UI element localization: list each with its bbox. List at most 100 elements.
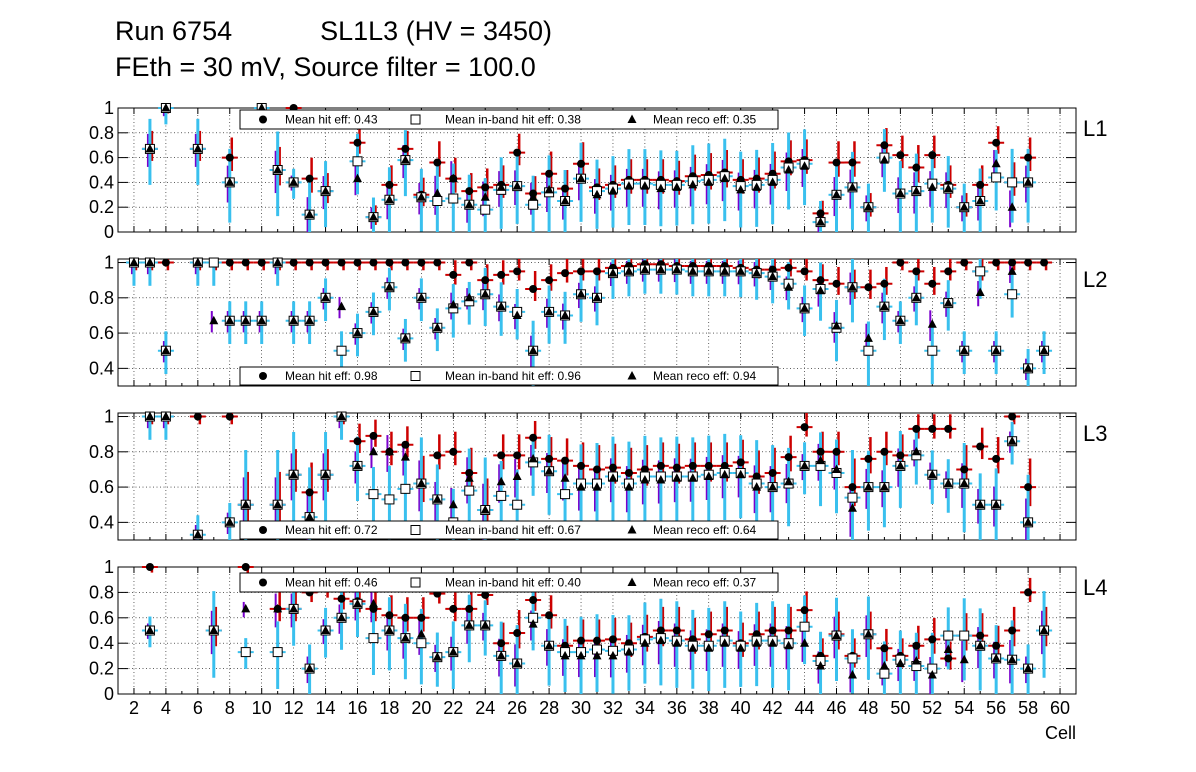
legend-hit-marker xyxy=(259,115,267,124)
inband-point xyxy=(1007,289,1018,300)
hit-point xyxy=(800,423,809,432)
inband-point xyxy=(240,647,251,658)
inband-point xyxy=(863,345,874,356)
legend-hit-text: Mean hit eff: 0.43 xyxy=(285,113,378,127)
legend-box xyxy=(239,109,779,130)
inband-point xyxy=(464,485,475,496)
hit-point xyxy=(912,163,921,172)
inband-point xyxy=(927,345,938,356)
chart-subtitle: FEth = 30 mV, Source filter = 100.0 xyxy=(115,52,536,82)
reco-point xyxy=(416,478,426,488)
hit-point xyxy=(497,451,506,460)
reco-point xyxy=(784,476,794,486)
reco-point xyxy=(975,287,985,297)
x-tick-label: 4 xyxy=(161,698,171,718)
panel-label: L4 xyxy=(1083,575,1107,600)
hit-point xyxy=(193,412,202,421)
hit-point xyxy=(465,187,474,196)
x-tick-label: 40 xyxy=(731,698,751,718)
hit-point xyxy=(577,159,586,168)
inband-point xyxy=(208,257,219,268)
reco-point xyxy=(991,158,1001,168)
y-tick-label: 0 xyxy=(104,684,114,704)
x-tick-label: 8 xyxy=(225,698,235,718)
x-tick-label: 50 xyxy=(890,698,910,718)
legend-box xyxy=(239,366,779,386)
y-tick-label: 0.4 xyxy=(89,358,114,378)
reco-point xyxy=(305,512,315,521)
reco-point xyxy=(321,292,331,302)
reco-point xyxy=(800,303,810,312)
hit-point xyxy=(417,613,426,622)
hit-point xyxy=(976,442,985,451)
reco-point xyxy=(816,285,826,295)
panel-l2: 0.4 0.6 0.8 1 Mean hit eff: 0.98 Mean in-band… xyxy=(89,253,1107,387)
reco-point xyxy=(464,473,474,482)
x-tick-label: 6 xyxy=(193,698,203,718)
reco-point xyxy=(672,473,682,482)
x-axis-label: Cell xyxy=(1045,723,1076,743)
reco-point xyxy=(863,333,873,342)
reco-point xyxy=(720,638,730,647)
reco-point xyxy=(959,654,969,664)
legend-box xyxy=(239,572,779,593)
hit-point xyxy=(513,451,522,460)
reco-point xyxy=(321,186,331,195)
reco-point xyxy=(832,630,841,640)
hit-point xyxy=(784,453,793,462)
x-tick-label: 28 xyxy=(539,698,559,718)
reco-point xyxy=(257,103,267,112)
reco-point xyxy=(400,452,410,461)
reco-point xyxy=(1007,436,1017,445)
inband-point xyxy=(336,345,347,356)
reco-point xyxy=(975,640,985,650)
hit-point xyxy=(433,451,442,460)
reco-point xyxy=(1007,654,1017,664)
legend: Mean hit eff: 0.43 Mean in-band hit eff: … xyxy=(239,109,779,130)
reco-point xyxy=(145,143,155,153)
reco-point xyxy=(720,266,730,275)
hit-point xyxy=(257,258,266,267)
reco-point xyxy=(768,638,778,647)
legend-hit-text: Mean hit eff: 0.46 xyxy=(285,576,378,590)
x-tick-label: 32 xyxy=(603,698,623,718)
y-tick-label: 0.2 xyxy=(89,197,114,217)
reco-point xyxy=(464,292,474,302)
reco-point xyxy=(879,482,889,491)
reco-point xyxy=(895,658,905,668)
reco-point xyxy=(704,643,714,652)
hit-point xyxy=(672,626,681,635)
hit-point xyxy=(928,635,937,644)
hit-point xyxy=(720,461,729,470)
hit-point xyxy=(529,433,538,442)
reco-point xyxy=(289,177,299,186)
reco-point xyxy=(624,266,634,275)
hit-point xyxy=(433,158,442,167)
reco-point xyxy=(847,669,857,679)
reco-point xyxy=(193,143,203,153)
x-tick-label: 48 xyxy=(858,698,878,718)
hit-point xyxy=(369,431,378,440)
x-tick-label: 58 xyxy=(1018,698,1038,718)
hit-point xyxy=(944,654,953,663)
hit-point xyxy=(928,424,937,433)
legend-inband-marker xyxy=(410,114,421,125)
reco-point xyxy=(688,266,698,275)
reco-point xyxy=(496,301,506,311)
reco-point xyxy=(368,306,378,316)
legend-reco-text: Mean reco eff: 0.35 xyxy=(653,113,757,127)
reco-point xyxy=(768,482,778,491)
x-tick-label: 16 xyxy=(347,698,367,718)
hit-point xyxy=(1008,258,1017,267)
x-tick-label: 42 xyxy=(763,698,783,718)
reco-point xyxy=(784,165,794,174)
reco-point xyxy=(911,446,921,456)
reco-point xyxy=(161,411,171,421)
reco-point xyxy=(448,173,458,183)
reco-point xyxy=(384,194,394,204)
reco-point xyxy=(911,655,921,665)
reco-point xyxy=(273,603,283,613)
hit-point xyxy=(816,276,825,285)
x-tick-label: 34 xyxy=(635,698,655,718)
hit-point xyxy=(960,465,969,474)
